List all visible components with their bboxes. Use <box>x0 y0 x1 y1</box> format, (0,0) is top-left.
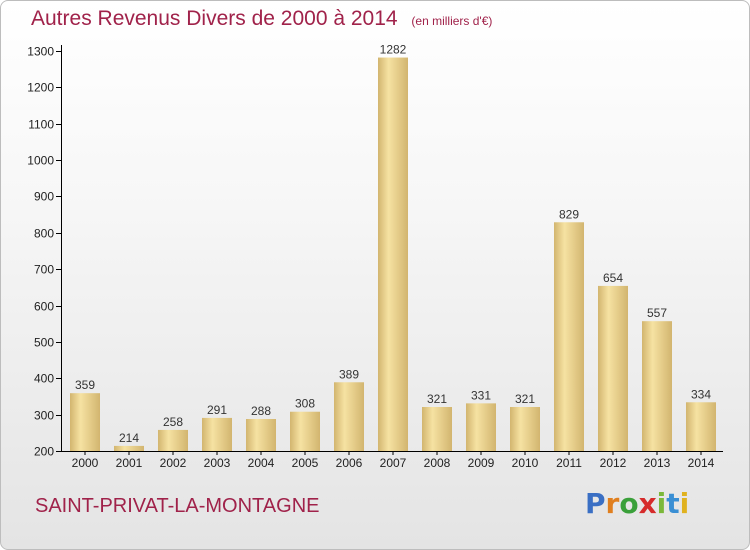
y-tick-label-1000: 1000 <box>27 154 54 168</box>
bar-2008 <box>422 407 452 451</box>
data-label-2009: 331 <box>471 388 491 402</box>
data-label-2002: 258 <box>163 415 183 429</box>
logo-letter: P <box>585 487 606 520</box>
logo-letter: x <box>638 487 657 520</box>
x-tick-label-2007: 2007 <box>380 456 407 470</box>
data-label-2000: 359 <box>75 378 95 392</box>
bar-2013 <box>642 321 672 451</box>
data-label-2008: 321 <box>427 392 447 406</box>
y-tick-label-1200: 1200 <box>27 81 54 95</box>
bar-2003 <box>202 417 232 451</box>
x-tick-label-2012: 2012 <box>600 456 627 470</box>
chart-subtitle: (en milliers d'€) <box>411 14 493 28</box>
bar-2007 <box>378 57 408 451</box>
logo-letter: i <box>656 487 667 520</box>
y-tick-label-1100: 1100 <box>28 118 54 132</box>
bar-2002 <box>158 429 188 451</box>
bar-2010 <box>510 407 540 451</box>
data-label-2005: 308 <box>295 397 315 411</box>
x-tick-label-2002: 2002 <box>160 456 187 470</box>
logo-letter: r <box>605 487 620 520</box>
x-tick-label-2014: 2014 <box>688 456 715 470</box>
x-tick-label-2011: 2011 <box>556 456 582 470</box>
proxiti-logo[interactable]: Proxiti <box>585 487 689 520</box>
logo-letter: o <box>619 487 639 520</box>
x-tick-label-2000: 2000 <box>72 456 99 470</box>
y-tick-label-400: 400 <box>34 372 54 386</box>
x-tick-label-2004: 2004 <box>248 456 275 470</box>
data-label-2013: 557 <box>647 306 667 320</box>
bar-2011 <box>554 222 584 451</box>
logo-letter: i <box>679 487 690 520</box>
x-tick-label-2010: 2010 <box>512 456 539 470</box>
y-tick-label-200: 200 <box>34 445 54 459</box>
y-tick-label-600: 600 <box>34 300 54 314</box>
data-label-2012: 654 <box>603 271 623 285</box>
x-tick-label-2006: 2006 <box>336 456 363 470</box>
bar-2014 <box>686 402 716 451</box>
y-tick-label-300: 300 <box>34 409 54 423</box>
bar-2000 <box>70 393 100 451</box>
x-tick-label-2003: 2003 <box>204 456 231 470</box>
logo-letter: t <box>666 487 680 520</box>
data-label-2004: 288 <box>251 404 271 418</box>
y-tick-label-700: 700 <box>34 263 54 277</box>
x-tick-label-2008: 2008 <box>424 456 451 470</box>
chart-title-text: Autres Revenus Divers de 2000 à 2014 <box>31 7 398 30</box>
bar-2009 <box>466 403 496 451</box>
x-tick-label-2013: 2013 <box>644 456 671 470</box>
chart-title: Autres Revenus Divers de 2000 à 2014 (en… <box>31 7 492 31</box>
data-label-2003: 291 <box>207 403 227 417</box>
data-label-2011: 829 <box>559 207 579 221</box>
y-tick-label-500: 500 <box>34 336 54 350</box>
y-tick-label-900: 900 <box>34 190 54 204</box>
data-label-2010: 321 <box>515 392 535 406</box>
commune-name: SAINT-PRIVAT-LA-MONTAGNE <box>35 495 320 517</box>
bar-2005 <box>290 411 320 451</box>
x-tick-label-2009: 2009 <box>468 456 495 470</box>
y-tick-label-1300: 1300 <box>27 45 54 59</box>
bar-2006 <box>334 382 364 451</box>
x-tick-label-2005: 2005 <box>292 456 319 470</box>
data-label-2014: 334 <box>691 387 711 401</box>
bar-2001 <box>114 445 144 451</box>
data-label-2006: 389 <box>339 367 359 381</box>
data-label-2001: 214 <box>119 431 139 445</box>
x-tick-label-2001: 2001 <box>116 456 143 470</box>
data-label-2007: 1282 <box>380 43 407 57</box>
bar-2012 <box>598 285 628 451</box>
y-tick-label-800: 800 <box>34 227 54 241</box>
bar-2004 <box>246 419 276 451</box>
